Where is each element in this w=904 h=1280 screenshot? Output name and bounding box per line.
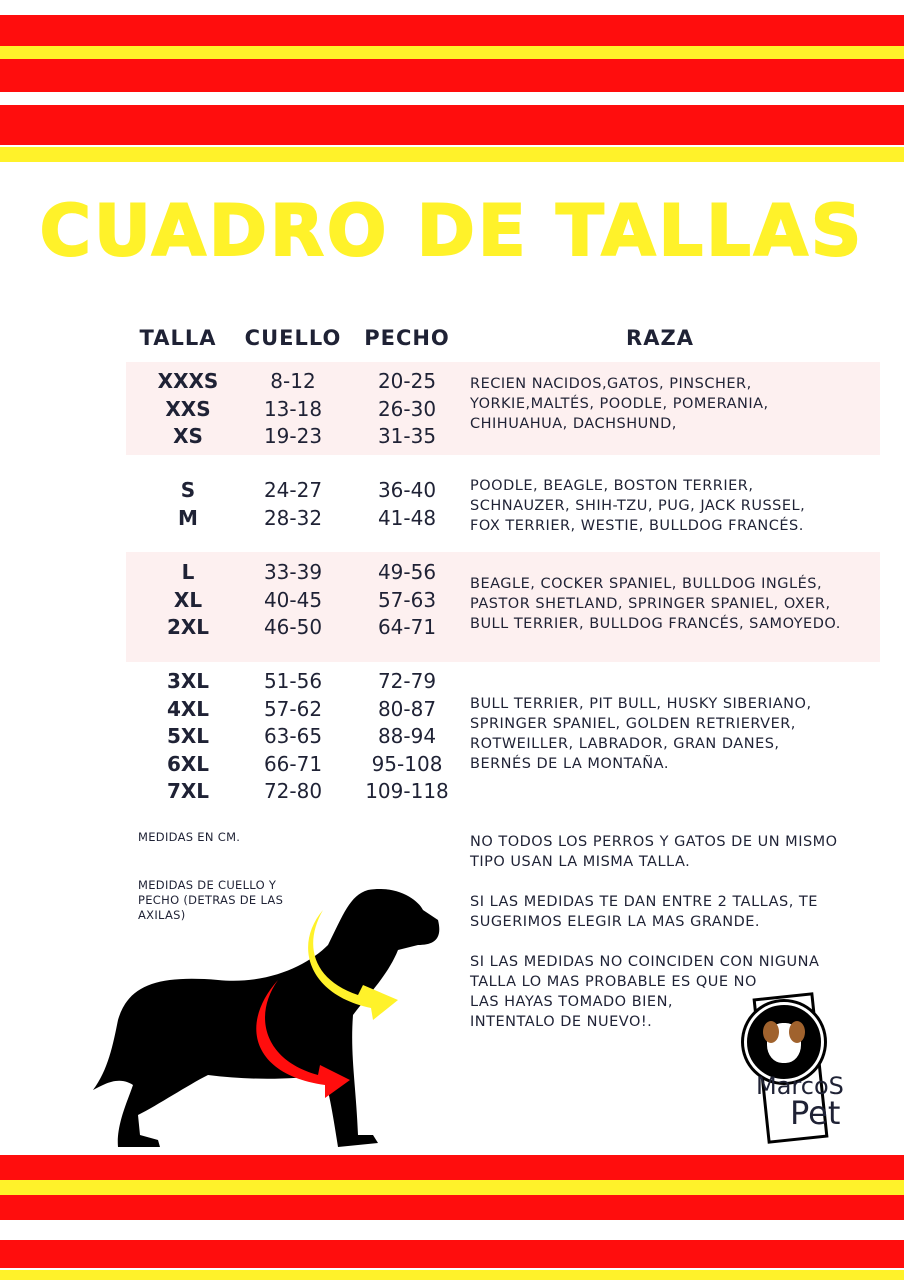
talla-value: 2XL <box>166 615 210 639</box>
raza-text: POODLE, BEAGLE, BOSTON TERRIER, SCHNAUZER… <box>470 478 806 534</box>
note-advice-2: SI LAS MEDIDAS TE DAN ENTRE 2 TALLAS, TE… <box>470 894 818 930</box>
pecho-column: 72-79 80-87 88-94 95-108 109-118 <box>352 668 462 806</box>
stripe-yellow <box>0 1180 904 1195</box>
stripe-yellow <box>0 46 904 59</box>
raza-text: RECIEN NACIDOS,GATOS, PINSCHER, YORKIE,MA… <box>470 376 769 432</box>
pecho-column: 20-25 26-30 31-35 <box>352 368 462 451</box>
pecho-value: 88-94 <box>377 724 437 748</box>
note-advice-3: SI LAS MEDIDAS NO COINCIDEN CON NIGUNA TA… <box>470 954 820 1030</box>
chest-arrow-icon <box>256 980 350 1098</box>
talla-value: XXS <box>165 396 211 421</box>
raza-text: BEAGLE, COCKER SPANIEL, BULLDOG INGLÉS, P… <box>470 576 841 632</box>
talla-value: 7XL <box>166 779 210 803</box>
talla-value: 3XL <box>166 669 210 693</box>
talla-value: L <box>181 560 195 584</box>
talla-value: 4XL <box>166 696 210 721</box>
pecho-value: 57-63 <box>377 587 437 612</box>
neck-arrow-icon <box>308 910 398 1020</box>
raza-text: BULL TERRIER, PIT BULL, HUSKY SIBERIANO,… <box>470 696 812 772</box>
row-band <box>126 362 880 455</box>
header-cuello: CUELLO <box>244 326 342 350</box>
header-raza: RAZA <box>626 326 694 350</box>
cuello-column: 24-27 28-32 <box>238 477 348 532</box>
talla-value: XS <box>173 424 203 448</box>
talla-value: M <box>178 505 198 530</box>
pecho-value: 26-30 <box>377 396 437 421</box>
talla-column: XXXS XXS XS <box>138 368 238 451</box>
stripe-yellow <box>0 1270 904 1280</box>
cuello-column: 33-39 40-45 46-50 <box>238 559 348 642</box>
pecho-value: 49-56 <box>377 560 437 584</box>
pecho-value: 109-118 <box>365 779 449 803</box>
cuello-value: 57-62 <box>263 696 323 721</box>
row-band <box>126 552 880 662</box>
stripe-red <box>0 1195 904 1220</box>
cuello-value: 46-50 <box>263 615 323 639</box>
pecho-value: 95-108 <box>371 751 443 776</box>
pecho-value: 36-40 <box>377 478 437 502</box>
dog-face-icon <box>744 1002 824 1082</box>
cuello-value: 19-23 <box>263 424 323 448</box>
cuello-value: 24-27 <box>263 478 323 502</box>
cuello-column: 51-56 57-62 63-65 66-71 72-80 <box>238 668 348 806</box>
pecho-value: 64-71 <box>377 615 437 639</box>
pecho-column: 36-40 41-48 <box>352 477 462 532</box>
stripe-red <box>0 15 904 48</box>
note-measure: MEDIDAS DE CUELLO Y PECHO (DETRAS DE LAS A… <box>138 878 284 922</box>
stripe-red <box>0 1240 904 1268</box>
cuello-value: 63-65 <box>263 724 323 748</box>
pecho-column: 49-56 57-63 64-71 <box>352 559 462 642</box>
cuello-value: 33-39 <box>263 560 323 584</box>
talla-value: S <box>180 478 196 502</box>
cuello-value: 8-12 <box>270 369 316 393</box>
talla-column: L XL 2XL <box>138 559 238 642</box>
talla-value: XXXS <box>157 369 219 393</box>
page-title: CUADRO DE TALLAS <box>39 189 865 273</box>
note-units: MEDIDAS EN CM. <box>138 830 241 844</box>
cuello-value: 40-45 <box>263 587 323 612</box>
stripe-red <box>0 1155 904 1180</box>
pecho-value: 41-48 <box>377 505 437 530</box>
stripe-red <box>0 59 904 92</box>
marcos-pet-logo: MarcoS Pet <box>742 990 862 1144</box>
talla-value: 5XL <box>166 724 210 748</box>
pecho-value: 80-87 <box>377 696 437 721</box>
stripe-red <box>0 105 904 145</box>
header-talla: TALLA <box>139 326 217 350</box>
note-advice-1: NO TODOS LOS PERROS Y GATOS DE UN MISMO T… <box>470 834 838 870</box>
talla-value: 6XL <box>166 751 210 776</box>
talla-column: 3XL 4XL 5XL 6XL 7XL <box>138 668 238 806</box>
cuello-value: 72-80 <box>263 779 323 803</box>
cuello-value: 66-71 <box>263 751 323 776</box>
pecho-value: 31-35 <box>377 424 437 448</box>
header-pecho: PECHO <box>364 326 450 350</box>
cuello-value: 51-56 <box>263 669 323 693</box>
cuello-value: 28-32 <box>263 505 323 530</box>
pecho-value: 20-25 <box>377 369 437 393</box>
pecho-value: 72-79 <box>377 669 437 693</box>
stripe-yellow <box>0 147 904 162</box>
talla-value: XL <box>173 587 203 612</box>
cuello-value: 13-18 <box>263 396 323 421</box>
cuello-column: 8-12 13-18 19-23 <box>238 368 348 451</box>
dog-silhouette-icon <box>93 889 440 1147</box>
